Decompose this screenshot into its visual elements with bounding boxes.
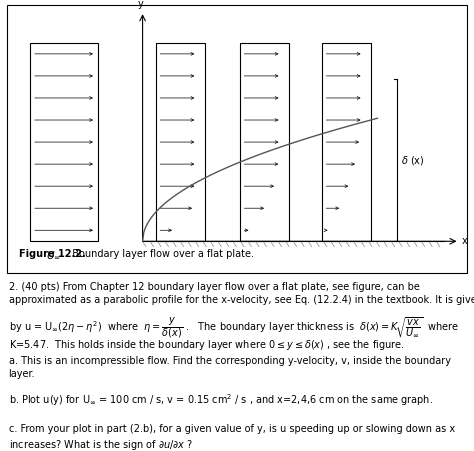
Text: $U_\infty$: $U_\infty$ <box>46 249 61 261</box>
Text: by u = U$_\infty$$(2\eta - \eta^2)$  where  $\eta = \dfrac{y}{\delta(x)}$ .   Th: by u = U$_\infty$$(2\eta - \eta^2)$ wher… <box>9 316 459 341</box>
Text: b. Plot u(y) for U$_\infty$ = 100 cm / s, v = 0.15 cm$^2$ / s , and x=2,4,6 cm o: b. Plot u(y) for U$_\infty$ = 100 cm / s… <box>9 392 433 408</box>
Bar <box>7 5 467 273</box>
Text: x: x <box>462 236 467 246</box>
Text: 2. (40 pts) From Chapter 12 boundary layer flow over a flat plate, see figure, c: 2. (40 pts) From Chapter 12 boundary lay… <box>9 282 474 305</box>
Bar <box>156 43 205 241</box>
Text: c. From your plot in part (2.b), for a given value of y, is u speeding up or slo: c. From your plot in part (2.b), for a g… <box>9 424 455 451</box>
Text: y: y <box>137 0 143 9</box>
Text: K=5.47.  This holds inside the boundary layer where $0\leq y\leq\delta(x)$ , see: K=5.47. This holds inside the boundary l… <box>9 338 404 352</box>
Text: $\delta$ (x): $\delta$ (x) <box>401 154 425 166</box>
Text: Boundary layer flow over a flat plate.: Boundary layer flow over a flat plate. <box>66 249 255 259</box>
Bar <box>322 43 371 241</box>
Text: Figure 12.2.: Figure 12.2. <box>19 249 86 259</box>
Bar <box>240 43 289 241</box>
Bar <box>29 43 98 241</box>
Text: a. This is an incompressible flow. Find the corresponding y-velocity, v, inside : a. This is an incompressible flow. Find … <box>9 356 450 379</box>
